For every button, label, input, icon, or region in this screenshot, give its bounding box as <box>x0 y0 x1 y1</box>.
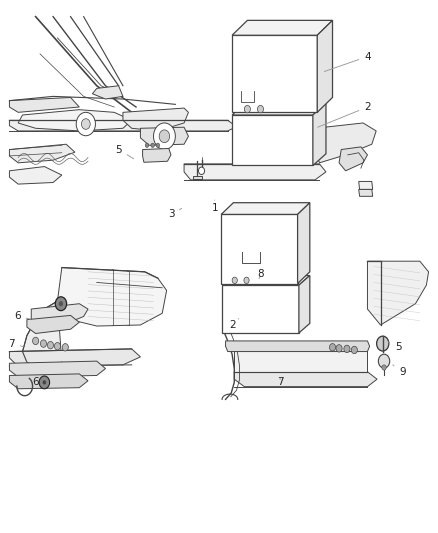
Polygon shape <box>123 108 188 131</box>
Polygon shape <box>339 147 367 171</box>
Circle shape <box>151 143 154 148</box>
Polygon shape <box>226 341 370 352</box>
Text: 4: 4 <box>324 52 371 71</box>
Polygon shape <box>313 103 326 165</box>
Polygon shape <box>10 166 62 184</box>
Circle shape <box>40 340 46 348</box>
Circle shape <box>382 365 386 370</box>
Polygon shape <box>141 127 188 146</box>
Text: 7: 7 <box>277 377 283 387</box>
Circle shape <box>232 277 237 284</box>
Polygon shape <box>27 316 79 334</box>
Circle shape <box>159 130 170 143</box>
Polygon shape <box>10 120 237 131</box>
Polygon shape <box>317 20 332 112</box>
Polygon shape <box>232 103 326 115</box>
Text: 2: 2 <box>229 319 239 330</box>
Polygon shape <box>10 361 106 377</box>
Circle shape <box>344 345 350 353</box>
Circle shape <box>59 301 63 306</box>
Circle shape <box>351 346 357 354</box>
Polygon shape <box>193 176 202 179</box>
Circle shape <box>32 337 39 345</box>
Circle shape <box>47 342 53 349</box>
Polygon shape <box>234 344 367 372</box>
Circle shape <box>55 297 67 311</box>
Circle shape <box>39 376 49 389</box>
Polygon shape <box>234 372 377 386</box>
Text: 5: 5 <box>115 144 134 159</box>
Text: 8: 8 <box>257 269 264 279</box>
Text: 9: 9 <box>393 365 406 377</box>
Polygon shape <box>315 123 376 163</box>
Polygon shape <box>232 35 317 112</box>
Polygon shape <box>232 115 313 165</box>
Circle shape <box>244 106 251 113</box>
Polygon shape <box>10 144 75 163</box>
Polygon shape <box>232 20 332 35</box>
Text: 1: 1 <box>211 200 218 213</box>
Polygon shape <box>367 261 428 325</box>
Text: 7: 7 <box>8 338 23 349</box>
Text: 5: 5 <box>389 342 401 352</box>
Polygon shape <box>184 164 326 180</box>
Circle shape <box>329 344 336 351</box>
Polygon shape <box>299 276 310 333</box>
Polygon shape <box>57 268 166 326</box>
Polygon shape <box>143 149 171 163</box>
Polygon shape <box>221 203 310 214</box>
Polygon shape <box>10 98 79 112</box>
Circle shape <box>378 354 390 368</box>
Polygon shape <box>223 285 299 333</box>
Text: 3: 3 <box>168 208 182 220</box>
Circle shape <box>377 336 389 351</box>
Circle shape <box>76 112 95 136</box>
Polygon shape <box>10 374 88 389</box>
Circle shape <box>81 119 90 130</box>
Text: 6: 6 <box>32 377 45 387</box>
Polygon shape <box>10 349 141 367</box>
Polygon shape <box>22 301 62 368</box>
Polygon shape <box>359 189 373 196</box>
Circle shape <box>62 344 68 351</box>
Polygon shape <box>31 304 88 326</box>
Circle shape <box>153 123 175 150</box>
Text: 6: 6 <box>14 311 31 321</box>
Polygon shape <box>221 214 297 284</box>
Polygon shape <box>359 181 373 189</box>
Circle shape <box>145 143 149 148</box>
Polygon shape <box>297 203 310 284</box>
Polygon shape <box>223 276 310 285</box>
Polygon shape <box>18 110 132 131</box>
Circle shape <box>244 277 249 284</box>
Circle shape <box>42 380 46 384</box>
Circle shape <box>54 343 60 350</box>
Circle shape <box>336 345 342 352</box>
Text: 2: 2 <box>318 102 371 127</box>
Polygon shape <box>92 86 123 99</box>
Circle shape <box>198 167 205 174</box>
Circle shape <box>156 143 159 148</box>
Circle shape <box>258 106 264 113</box>
